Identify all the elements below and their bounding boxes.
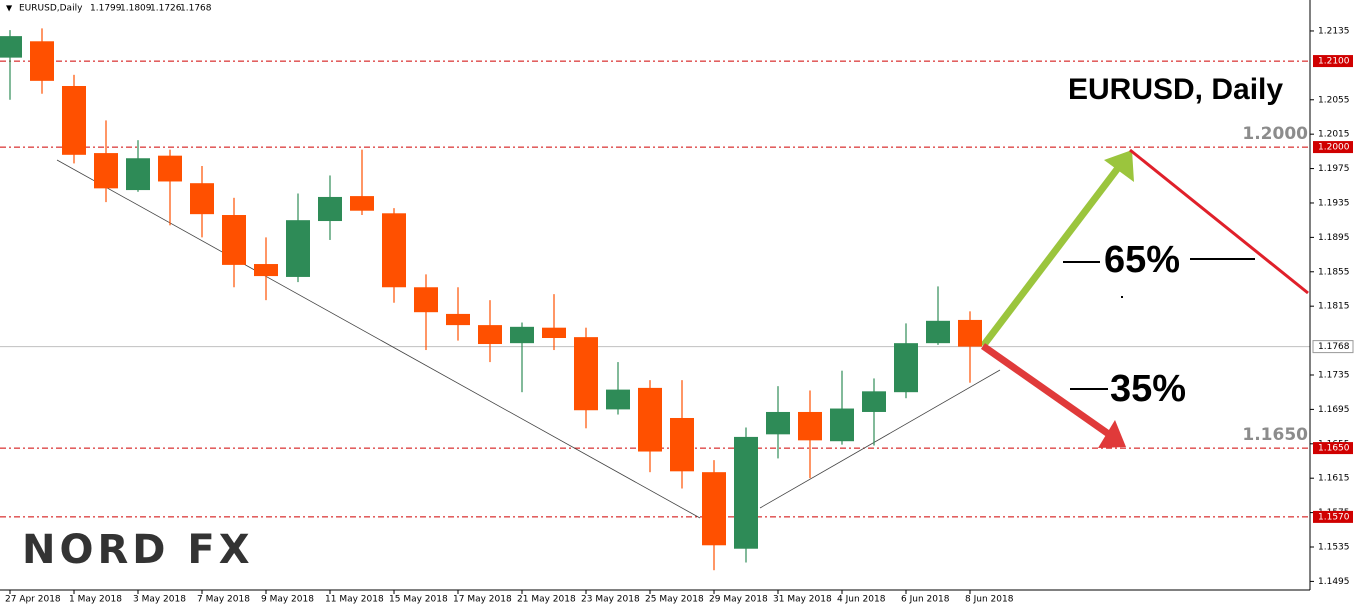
x-tick-label: 11 May 2018 bbox=[325, 595, 384, 605]
dot bbox=[1121, 296, 1123, 298]
x-tick-label: 8 Jun 2018 bbox=[965, 595, 1014, 605]
level-tag bbox=[1313, 442, 1353, 455]
level-label: 1.2100 bbox=[1318, 57, 1350, 67]
candle-body bbox=[894, 343, 918, 393]
candle-body bbox=[94, 153, 118, 189]
level-label: 1.1570 bbox=[1318, 512, 1350, 522]
probability: 35% bbox=[1110, 368, 1186, 410]
quote: 1.1768 bbox=[180, 4, 212, 14]
y-tick-label: 1.1895 bbox=[1318, 233, 1350, 243]
scenario-line bbox=[1129, 148, 1309, 295]
x-tick-label: 25 May 2018 bbox=[645, 595, 704, 605]
y-tick-label: 1.2135 bbox=[1318, 26, 1350, 36]
down-arrow-head bbox=[1098, 420, 1126, 448]
x-tick-label: 9 May 2018 bbox=[261, 595, 314, 605]
symbol: EURUSD,Daily bbox=[19, 4, 83, 14]
candle-body bbox=[958, 319, 982, 347]
candle-body bbox=[926, 320, 950, 344]
x-tick-label: 23 May 2018 bbox=[581, 595, 640, 605]
x-tick-label: 27 Apr 2018 bbox=[5, 595, 61, 605]
candle-body bbox=[766, 411, 790, 435]
candle-body bbox=[30, 41, 54, 81]
probability: 65% bbox=[1104, 239, 1180, 281]
y-tick-label: 1.2015 bbox=[1318, 130, 1350, 140]
candle-body bbox=[542, 327, 566, 339]
x-tick-label: 3 May 2018 bbox=[133, 595, 186, 605]
quote: 1.1726 bbox=[150, 4, 182, 14]
candle-body bbox=[126, 158, 150, 191]
x-tick-label: 6 Jun 2018 bbox=[901, 595, 950, 605]
y-tick-label: 1.1935 bbox=[1318, 198, 1350, 208]
level-label: 1.1650 bbox=[1318, 444, 1350, 454]
level-tag bbox=[1313, 510, 1353, 523]
level-tag bbox=[1313, 55, 1353, 68]
up-arrow-head bbox=[1104, 150, 1134, 182]
candle-body bbox=[702, 472, 726, 546]
y-tick-label: 1.1535 bbox=[1318, 542, 1350, 552]
candle-body bbox=[286, 220, 310, 277]
y-tick-label: 1.1495 bbox=[1318, 577, 1350, 587]
up-arrow bbox=[980, 165, 1121, 349]
y-tick-label: 1.1615 bbox=[1318, 474, 1350, 484]
logo: NORD FX bbox=[22, 527, 254, 573]
candle-body bbox=[830, 408, 854, 442]
quote: 1.1799 bbox=[90, 4, 122, 14]
trend-line bbox=[56, 159, 701, 519]
level-label: 1.2000 bbox=[1318, 143, 1350, 153]
x-tick-label: 7 May 2018 bbox=[197, 595, 250, 605]
quote: 1.1809 bbox=[120, 4, 152, 14]
y-tick-label: 1.1855 bbox=[1318, 267, 1350, 277]
x-tick-label: 31 May 2018 bbox=[773, 595, 832, 605]
trend-line bbox=[759, 369, 1001, 509]
down-arrow bbox=[980, 343, 1113, 438]
x-tick-label: 4 Jun 2018 bbox=[837, 595, 886, 605]
candle-body bbox=[478, 325, 502, 345]
y-tick-label: 1.2055 bbox=[1318, 95, 1350, 105]
candle-body bbox=[574, 337, 598, 411]
candle-body bbox=[798, 411, 822, 441]
level-callout: 1.1650 bbox=[1242, 425, 1308, 445]
candle-body bbox=[62, 86, 86, 155]
candle-body bbox=[318, 196, 342, 222]
y-tick-label: 1.1735 bbox=[1318, 370, 1350, 380]
candle-body bbox=[382, 213, 406, 288]
menu-arrow: ▼ bbox=[6, 4, 13, 13]
candle-body bbox=[414, 287, 438, 313]
level-tag bbox=[1313, 141, 1353, 154]
candle-body bbox=[254, 264, 278, 277]
x-tick-label: 1 May 2018 bbox=[69, 595, 122, 605]
candle-body bbox=[734, 436, 758, 549]
candle-body bbox=[446, 313, 470, 326]
x-tick-label: 29 May 2018 bbox=[709, 595, 768, 605]
y-tick-label: 1.1695 bbox=[1318, 405, 1350, 415]
last-price-label: 1.1768 bbox=[1318, 342, 1350, 352]
candle-body bbox=[222, 215, 246, 265]
x-tick-label: 17 May 2018 bbox=[453, 595, 512, 605]
last-price-tag bbox=[1312, 340, 1354, 354]
candle-body bbox=[638, 387, 662, 452]
annotation-title: EURUSD, Daily bbox=[1068, 73, 1283, 106]
x-tick-label: 15 May 2018 bbox=[389, 595, 448, 605]
candle-body bbox=[190, 183, 214, 215]
y-tick-label: 1.1815 bbox=[1318, 302, 1350, 312]
candle-body bbox=[510, 326, 534, 344]
x-tick-label: 21 May 2018 bbox=[517, 595, 576, 605]
candle-body bbox=[158, 155, 182, 182]
y-tick-label: 1.1975 bbox=[1318, 164, 1350, 174]
candle-body bbox=[670, 417, 694, 472]
level-callout: 1.2000 bbox=[1242, 124, 1308, 144]
candle-body bbox=[606, 389, 630, 410]
candle-body bbox=[0, 36, 22, 58]
candle-body bbox=[350, 196, 374, 211]
candle-body bbox=[862, 391, 886, 412]
